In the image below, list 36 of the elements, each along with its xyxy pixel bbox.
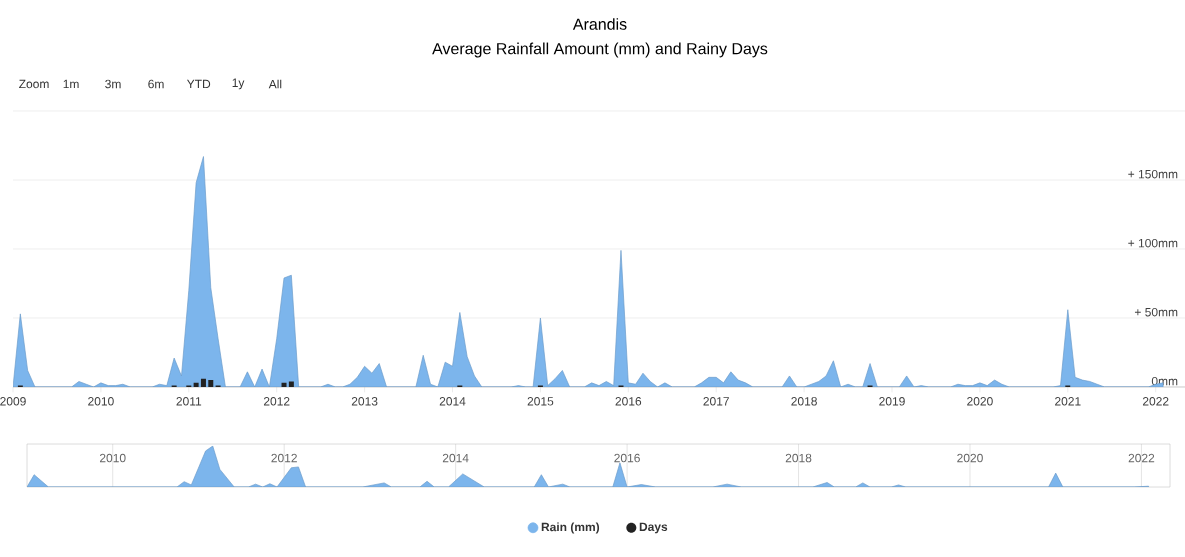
chart-title: Arandis [572, 18, 627, 30]
chart-subtitle: Average Rainfall Amount (mm) and Rainy Days [432, 42, 768, 58]
x-tick-label: 2014 [439, 397, 466, 406]
x-tick-label: 2013 [351, 397, 378, 406]
x-tick-label: 2022 [1142, 397, 1169, 406]
x-tick-label: 2020 [957, 453, 983, 463]
x-tick-label: 2010 [99, 453, 126, 463]
x-tick-label: 2020 [967, 397, 993, 406]
text: 1y [232, 78, 245, 90]
text: 3m [105, 79, 121, 89]
x-tick-label: 2012 [271, 453, 297, 463]
x-tick-label: 2009 [0, 397, 26, 406]
legend-label: Rain (mm) [541, 522, 600, 534]
x-tick-label: 2011 [176, 397, 202, 406]
x-tick-label: 2014 [442, 453, 469, 463]
text: 6m [148, 79, 164, 89]
x-tick-label: 2016 [615, 397, 642, 406]
x-tick-label: 2010 [88, 397, 114, 406]
x-tick-label: 2015 [527, 397, 554, 406]
x-tick-label: 2021 [1055, 397, 1081, 406]
x-tick-label: 2018 [785, 453, 812, 463]
legend-label: Days [639, 522, 668, 534]
x-tick-label: 2016 [614, 453, 640, 463]
text: 1m [63, 79, 79, 89]
x-tick-label: 2017 [703, 397, 729, 406]
text: Zoom [19, 79, 49, 89]
y-tick-label: 0mm [1151, 376, 1178, 386]
y-tick-label: + 50mm [1134, 307, 1178, 317]
text: All [268, 79, 282, 89]
x-tick-label: 2019 [879, 397, 905, 406]
x-tick-label: 2018 [791, 397, 817, 406]
x-tick-label: 2022 [1128, 453, 1155, 463]
y-tick-label: + 100mm [1128, 238, 1178, 248]
text: YTD [186, 79, 211, 89]
x-tick-label: 2012 [263, 397, 290, 406]
y-tick-label: + 150mm [1128, 169, 1178, 179]
